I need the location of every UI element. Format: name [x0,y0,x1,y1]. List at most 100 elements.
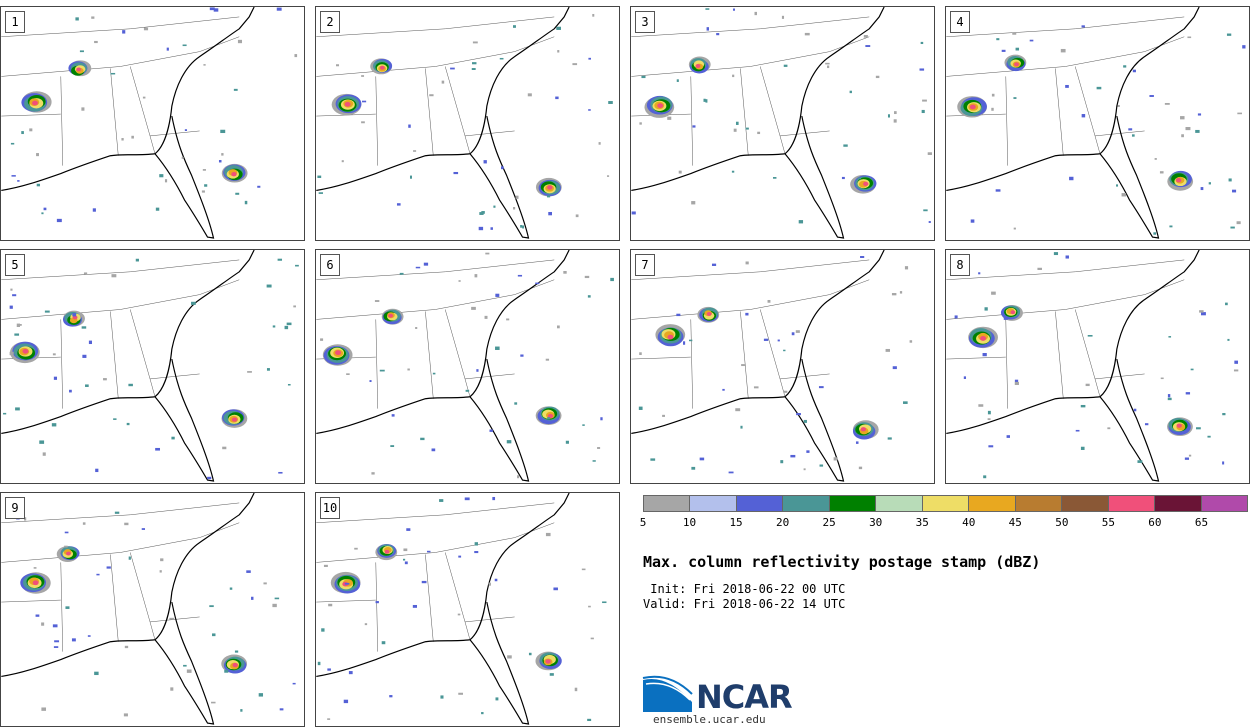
logo-wordmark: NCAR [696,678,793,716]
reflectivity-echo [662,414,665,417]
reflectivity-echo [887,114,890,118]
reflectivity-echo [885,348,891,352]
reflectivity-echo [980,336,987,341]
reflectivity-echo [221,153,224,156]
reflectivity-echo [361,121,365,124]
reflectivity-echo [493,205,496,208]
reflectivity-echo [705,99,708,103]
reflectivity-echo [474,274,478,278]
reflectivity-echo [317,661,321,666]
panel-number: 9 [5,497,25,519]
reflectivity-echo [103,378,107,381]
map-canvas [631,7,932,239]
reflectivity-echo [1153,232,1157,235]
reflectivity-echo [1006,435,1010,438]
reflectivity-echo [1230,226,1235,229]
reflectivity-echo [278,471,283,474]
reflectivity-echo [983,475,987,479]
reflectivity-echo [1199,310,1204,313]
reflectivity-echo [81,107,85,111]
reflectivity-echo [76,67,82,72]
reflectivity-echo [1010,310,1016,315]
reflectivity-echo [432,372,436,375]
reflectivity-echo [855,441,859,444]
reflectivity-echo [1085,383,1090,387]
reflectivity-echo [1195,129,1200,133]
reflectivity-echo [341,160,344,163]
reflectivity-echo [182,44,187,47]
colorbar-segment [922,496,970,511]
reflectivity-echo [483,160,487,164]
map-outline [149,130,200,137]
map-outline [444,66,471,154]
reflectivity-echo [1197,113,1202,116]
reflectivity-echo [1075,429,1080,432]
reflectivity-echo [1081,25,1085,28]
map-outline [375,562,379,652]
colorbar-tick-label: 20 [775,516,790,529]
reflectivity-echo [676,79,679,82]
plot-title: Max. column reflectivity postage stamp (… [643,553,1041,571]
reflectivity-echo [233,88,238,91]
reflectivity-echo [987,410,991,415]
reflectivity-echo [909,340,913,343]
reflectivity-echo [500,166,504,170]
reflectivity-echo [126,422,130,426]
reflectivity-echo [390,445,395,448]
reflectivity-echo [777,339,780,342]
reflectivity-echo [396,203,401,206]
map-outline [784,358,845,482]
reflectivity-echo [547,195,551,198]
reflectivity-echo [984,307,988,311]
reflectivity-echo [52,353,56,356]
map-outline [1,113,61,117]
reflectivity-echo [565,440,569,444]
reflectivity-echo [520,225,523,228]
reflectivity-echo [732,8,736,11]
reflectivity-echo [141,528,146,530]
reflectivity-echo [402,558,406,561]
reflectivity-echo [1053,252,1059,256]
reflectivity-echo [650,458,656,461]
reflectivity-echo [790,454,796,458]
map-canvas [1,493,296,725]
map-canvas [1,250,299,482]
reflectivity-echo [928,221,931,223]
reflectivity-echo [159,570,162,573]
reflectivity-echo [327,718,331,720]
reflectivity-echo [1167,397,1172,401]
reflectivity-echo [547,413,554,419]
reflectivity-echo [335,350,342,356]
reflectivity-echo [375,601,379,604]
map-outline [444,309,471,397]
map-outline [946,356,1006,360]
map-panel-9: 9 [0,492,305,727]
reflectivity-echo [705,8,710,10]
reflectivity-echo [224,669,229,673]
reflectivity-echo [420,437,425,441]
reflectivity-echo [557,50,560,53]
reflectivity-echo [1001,49,1006,52]
reflectivity-echo [711,263,717,266]
reflectivity-echo [170,687,174,691]
map-outline [316,279,555,320]
reflectivity-echo [415,266,421,269]
reflectivity-echo [969,104,976,110]
reflectivity-echo [85,384,89,387]
colorbar-tick-label: 65 [1194,516,1209,529]
reflectivity-echo [159,174,164,178]
reflectivity-echo [485,252,490,255]
colorbar-tick-label: 60 [1148,516,1162,529]
reflectivity-echo [450,67,455,70]
reflectivity-echo [1014,381,1019,386]
reflectivity-echo [745,127,749,130]
reflectivity-echo [1159,171,1164,174]
map-outline [60,319,64,409]
reflectivity-echo [317,175,322,179]
reflectivity-echo [231,417,238,422]
reflectivity-echo [1181,134,1184,138]
colorbar-segment [690,496,737,511]
reflectivity-echo [32,100,38,106]
reflectivity-echo [783,64,788,67]
reflectivity-echo [638,406,643,410]
